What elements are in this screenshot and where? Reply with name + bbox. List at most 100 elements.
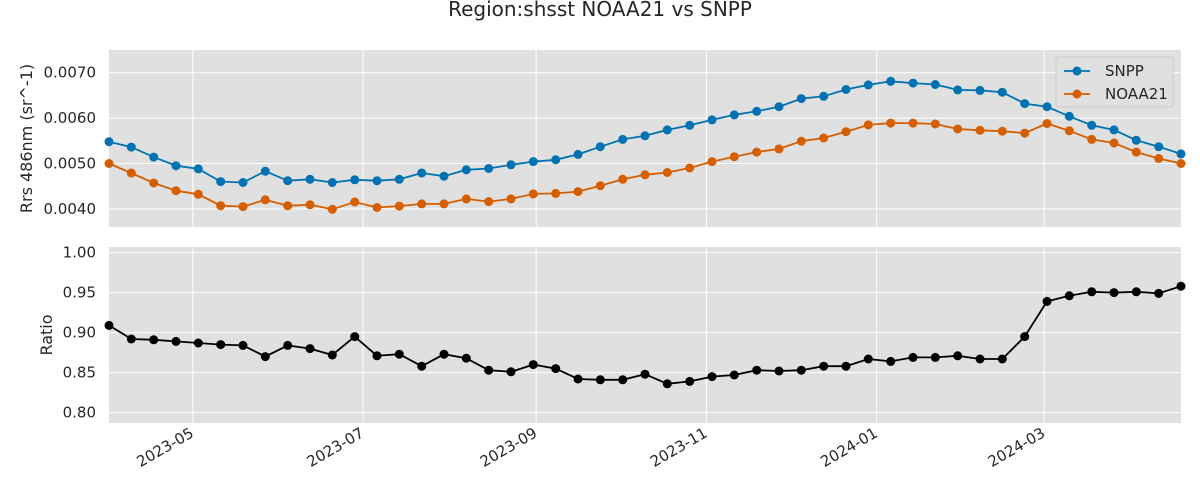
data-point — [1131, 287, 1141, 297]
x-tick-label: 2024-03 — [985, 424, 1048, 471]
data-point — [595, 181, 605, 191]
y-tick-label: 0.90 — [63, 324, 96, 342]
data-point — [908, 352, 918, 362]
data-point — [439, 199, 449, 209]
data-point — [1042, 119, 1052, 128]
data-point — [238, 340, 248, 350]
plot-area — [109, 247, 1181, 423]
data-point — [819, 361, 829, 371]
data-point — [573, 374, 583, 384]
data-point — [372, 203, 382, 212]
data-point — [461, 353, 471, 363]
data-point — [841, 85, 851, 94]
data-point — [528, 360, 538, 370]
data-point — [1131, 135, 1141, 145]
data-point — [551, 364, 561, 374]
data-point — [841, 127, 851, 137]
data-point — [1109, 125, 1119, 135]
data-point — [149, 335, 159, 345]
data-point — [394, 349, 404, 359]
rrs-panel: 0.0040 0.0050 0.0060 0.0070 Rrs 486nm (sr^-1… — [17, 50, 1186, 227]
data-point — [104, 320, 114, 330]
data-point — [439, 349, 449, 359]
data-point — [193, 338, 203, 348]
data-point — [283, 176, 293, 186]
data-point — [997, 354, 1007, 364]
data-point — [260, 352, 270, 362]
data-point — [1020, 128, 1030, 138]
data-point — [908, 78, 918, 88]
data-point — [953, 351, 963, 361]
data-point — [729, 370, 739, 380]
data-point — [506, 194, 516, 204]
data-point — [126, 142, 136, 152]
data-point — [796, 365, 806, 375]
data-point — [1087, 120, 1097, 130]
data-point — [551, 155, 561, 165]
data-point — [350, 197, 360, 207]
data-point — [618, 174, 628, 184]
data-point — [171, 161, 181, 171]
data-point — [528, 157, 538, 167]
data-point — [685, 120, 695, 130]
data-point — [930, 119, 940, 129]
data-point — [640, 170, 650, 180]
data-point — [305, 174, 315, 184]
data-point — [506, 160, 516, 170]
data-point — [461, 165, 471, 175]
series-ratio — [104, 281, 1186, 389]
data-point — [573, 149, 583, 159]
data-point — [104, 159, 114, 168]
data-point — [685, 376, 695, 386]
data-point — [662, 125, 672, 135]
data-point — [216, 177, 226, 187]
ratio-panel: 0.80 0.85 0.90 0.95 1.00 Ratio — [37, 244, 1186, 423]
data-point — [662, 168, 672, 177]
data-point — [506, 367, 516, 377]
data-point — [997, 87, 1007, 97]
data-point — [1042, 102, 1052, 112]
data-point — [260, 195, 270, 205]
data-point — [1020, 332, 1030, 342]
y-tick-label: 0.0070 — [44, 64, 97, 82]
data-point — [394, 201, 404, 211]
x-tick-label: 2023-05 — [133, 424, 196, 471]
data-point — [260, 166, 270, 176]
data-point — [216, 340, 226, 350]
data-point — [461, 194, 471, 204]
series-snpp — [104, 76, 1186, 187]
data-point — [1176, 281, 1186, 291]
data-point — [640, 131, 650, 141]
data-point — [975, 85, 985, 95]
data-point — [149, 178, 159, 188]
data-point — [908, 118, 918, 128]
data-point — [1064, 291, 1074, 301]
data-point — [1020, 99, 1030, 109]
y-tick-label: 0.85 — [63, 364, 96, 382]
data-point — [394, 174, 404, 184]
data-point — [1087, 134, 1097, 144]
data-point — [1064, 111, 1074, 121]
legend-marker — [1072, 66, 1082, 76]
data-point — [238, 202, 248, 212]
data-point — [305, 200, 315, 210]
data-point — [484, 365, 494, 375]
data-point — [953, 124, 963, 134]
series-noaa21 — [104, 118, 1186, 214]
data-point — [372, 351, 382, 361]
data-point — [372, 176, 382, 186]
legend: SNPP NOAA21 — [1055, 56, 1174, 108]
data-point — [863, 80, 873, 90]
data-point — [238, 178, 248, 187]
legend-marker — [1072, 89, 1082, 99]
data-point — [774, 366, 784, 376]
data-point — [104, 137, 114, 147]
data-point — [886, 76, 896, 86]
data-point — [149, 152, 159, 162]
y-tick-label: 0.95 — [63, 284, 96, 302]
data-point — [171, 186, 181, 196]
y-tick-label: 0.80 — [63, 404, 96, 422]
y-tick-label: 1.00 — [63, 244, 96, 262]
data-point — [528, 189, 538, 199]
